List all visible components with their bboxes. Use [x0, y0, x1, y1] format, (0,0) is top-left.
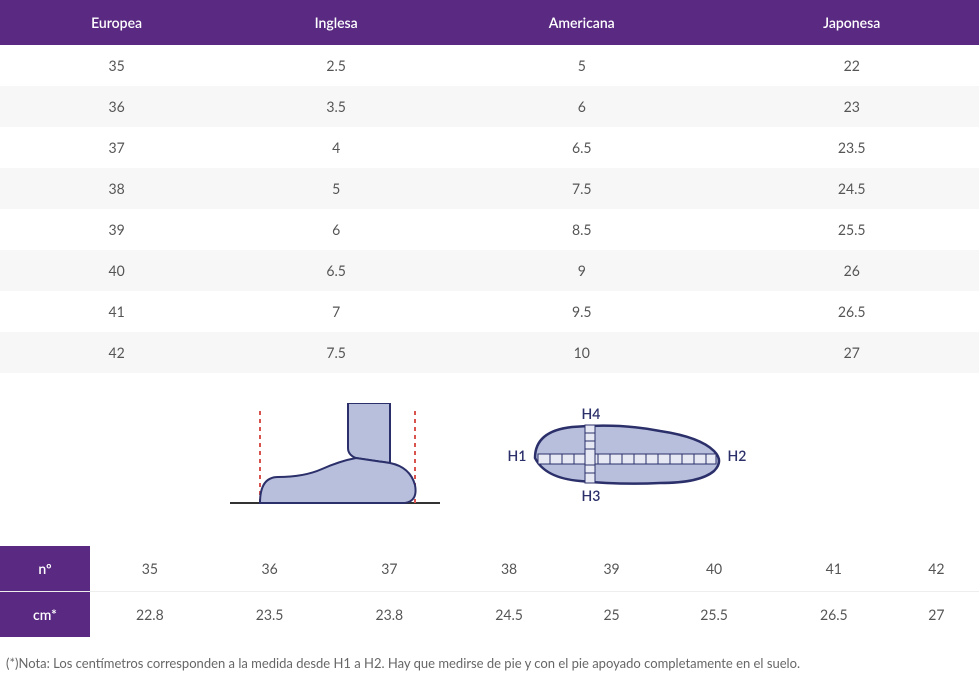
- cm-value-cell: 24.5: [449, 592, 569, 638]
- label-h1: H1: [508, 447, 527, 464]
- size-cell: 37: [0, 127, 233, 168]
- size-cell: 6.5: [233, 250, 439, 291]
- foot-side-view: [230, 403, 440, 516]
- label-h4: H4: [582, 405, 601, 422]
- cm-size-cell: 39: [569, 546, 654, 592]
- cm-value-cell: 23.8: [329, 592, 449, 638]
- cm-value-cell: 26.5: [774, 592, 894, 638]
- table-row: 3746.523.5: [0, 127, 979, 168]
- size-cell: 26.5: [724, 291, 979, 332]
- cm-value-cell: 25.5: [654, 592, 774, 638]
- footnote: (*)Nota: Los centímetros corresponden a …: [0, 637, 979, 681]
- cm-size-cell: 42: [894, 546, 979, 592]
- cm-size-cell: 37: [329, 546, 449, 592]
- size-cell: 25.5: [724, 209, 979, 250]
- size-cell: 42: [0, 332, 233, 373]
- cm-size-cell: 41: [774, 546, 894, 592]
- size-cell: 9.5: [439, 291, 724, 332]
- size-cell: 23: [724, 86, 979, 127]
- cm-size-cell: 38: [449, 546, 569, 592]
- cm-table-size-row: nº 35 36 37 38 39 40 41 42: [0, 546, 979, 592]
- label-h3: H3: [582, 487, 601, 504]
- size-cell: 35: [0, 45, 233, 86]
- size-cell: 38: [0, 168, 233, 209]
- size-cell: 7.5: [439, 168, 724, 209]
- size-cell: 3.5: [233, 86, 439, 127]
- table-row: 4179.526.5: [0, 291, 979, 332]
- label-h2: H2: [728, 447, 747, 464]
- table-row: 427.51027: [0, 332, 979, 373]
- table-row: 363.5623: [0, 86, 979, 127]
- cm-size-cell: 36: [210, 546, 330, 592]
- size-cell: 10: [439, 332, 724, 373]
- cm-value-cell: 22.8: [90, 592, 210, 638]
- cm-table-label-cm: cm*: [0, 592, 90, 638]
- cm-table-cm-row: cm* 22.8 23.5 23.8 24.5 25 25.5 26.5 27: [0, 592, 979, 638]
- size-cell: 24.5: [724, 168, 979, 209]
- cm-table-label-n: nº: [0, 546, 90, 592]
- size-conversion-table: Europea Inglesa Americana Japonesa 352.5…: [0, 0, 979, 373]
- table-row: 406.5926: [0, 250, 979, 291]
- size-cell: 8.5: [439, 209, 724, 250]
- foot-top-view: H1 H2 H3 H4: [500, 403, 750, 516]
- col-header-europea: Europea: [0, 0, 233, 45]
- size-cell: 41: [0, 291, 233, 332]
- size-cell: 5: [439, 45, 724, 86]
- size-cell: 6: [439, 86, 724, 127]
- size-cell: 2.5: [233, 45, 439, 86]
- cm-value-cell: 27: [894, 592, 979, 638]
- foot-diagram: H1 H2 H3 H4: [0, 373, 979, 540]
- table-row: 352.5522: [0, 45, 979, 86]
- size-cell: 22: [724, 45, 979, 86]
- size-cell: 23.5: [724, 127, 979, 168]
- cm-size-cell: 35: [90, 546, 210, 592]
- size-cell: 4: [233, 127, 439, 168]
- cm-table: nº 35 36 37 38 39 40 41 42 cm* 22.8 23.5…: [0, 546, 979, 637]
- size-table-header-row: Europea Inglesa Americana Japonesa: [0, 0, 979, 45]
- table-row: 3857.524.5: [0, 168, 979, 209]
- size-cell: 9: [439, 250, 724, 291]
- col-header-inglesa: Inglesa: [233, 0, 439, 45]
- table-row: 3968.525.5: [0, 209, 979, 250]
- foot-top-svg: [500, 403, 750, 513]
- size-cell: 26: [724, 250, 979, 291]
- cm-value-cell: 23.5: [210, 592, 330, 638]
- col-header-americana: Americana: [439, 0, 724, 45]
- cm-size-cell: 40: [654, 546, 774, 592]
- col-header-japonesa: Japonesa: [724, 0, 979, 45]
- size-cell: 7.5: [233, 332, 439, 373]
- size-cell: 39: [0, 209, 233, 250]
- size-cell: 6.5: [439, 127, 724, 168]
- size-cell: 40: [0, 250, 233, 291]
- cm-value-cell: 25: [569, 592, 654, 638]
- size-cell: 27: [724, 332, 979, 373]
- size-cell: 36: [0, 86, 233, 127]
- size-cell: 5: [233, 168, 439, 209]
- size-cell: 6: [233, 209, 439, 250]
- size-cell: 7: [233, 291, 439, 332]
- page-container: Europea Inglesa Americana Japonesa 352.5…: [0, 0, 979, 681]
- foot-side-svg: [230, 403, 440, 513]
